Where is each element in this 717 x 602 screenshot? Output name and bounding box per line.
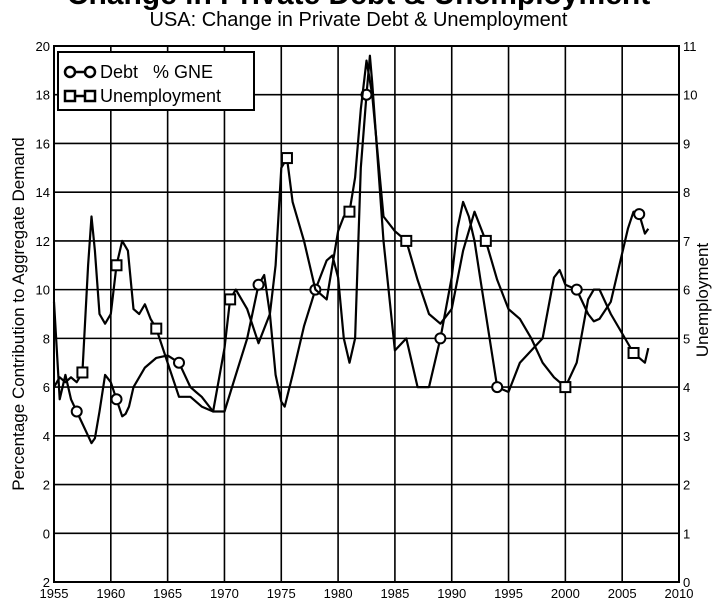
data-point-debt (491, 381, 504, 394)
x-tick-label: 1965 (153, 586, 182, 601)
data-point-debt (70, 405, 83, 418)
plot-frame (53, 45, 680, 583)
y-left-tick-label: 4 (43, 429, 50, 444)
chart-title: Change in Private Debt & Unemployment (0, 0, 717, 12)
data-point-unemployment (280, 152, 293, 165)
x-tick-label: 1985 (380, 586, 409, 601)
data-point-unemployment (76, 366, 89, 379)
y-right-tick-label: 10 (683, 88, 697, 103)
x-tick-label: 2005 (608, 586, 637, 601)
data-point-debt (173, 356, 185, 369)
data-point-unemployment (110, 259, 123, 272)
series-lines (52, 54, 650, 445)
y-right-axis-title: Unemployment (693, 243, 712, 358)
legend: Debt % GNE Unemployment (57, 51, 255, 111)
data-point-debt (110, 393, 123, 406)
y-left-tick-label: 14 (36, 185, 50, 200)
legend-marker-debt (83, 65, 97, 79)
y-left-tick-label: 10 (36, 283, 50, 298)
legend-label-debt: Debt % GNE (100, 62, 213, 82)
y-right-tick-label: 7 (683, 234, 690, 249)
y-right-tick-label: 2 (683, 478, 690, 493)
y-right-tick-label: 3 (683, 429, 690, 444)
y-left-tick-label: 2 (43, 478, 50, 493)
chart-subtitle: USA: Change in Private Debt & Unemployme… (149, 9, 568, 31)
y-left-tick-label: 0 (43, 526, 50, 541)
data-point-debt (633, 208, 646, 221)
x-tick-label: 2010 (665, 586, 694, 601)
y-right-tick-label: 0 (683, 575, 690, 590)
x-tick-label: 1970 (210, 586, 239, 601)
series-line-unemployment (53, 59, 650, 413)
y-left-tick-label: 6 (43, 380, 50, 395)
data-point-unemployment (343, 205, 356, 218)
legend-marker-debt (63, 65, 77, 79)
y-left-tick-label: 20 (36, 39, 50, 54)
series-line-debt (52, 54, 650, 445)
y-left-tick-label: 2 (43, 575, 50, 590)
x-tick-label: 1980 (324, 586, 353, 601)
y-right-tick-label: 4 (683, 380, 690, 395)
legend-marker-unemployment (83, 89, 97, 103)
x-tick-label: 2000 (551, 586, 580, 601)
x-tick-label: 1995 (494, 586, 523, 601)
data-point-unemployment (627, 346, 640, 359)
x-tick-label: 1975 (267, 586, 296, 601)
data-point-unemployment (150, 322, 163, 335)
x-tick-label: 1960 (96, 586, 125, 601)
y-left-tick-label: 8 (43, 331, 50, 346)
y-right-tick-label: 5 (683, 331, 690, 346)
legend-label-unemployment: Unemployment (100, 86, 221, 106)
y-right-tick-label: 6 (683, 283, 690, 298)
y-right-tick-label: 1 (683, 526, 690, 541)
y-left-axis-title: Percentage Contribution to Aggregate Dem… (9, 137, 28, 490)
y-left-tick-label: 16 (36, 136, 50, 151)
y-right-tick-label: 11 (683, 39, 697, 54)
y-right-tick-label: 9 (683, 136, 690, 151)
data-point-unemployment (400, 234, 413, 247)
data-point-debt (434, 332, 447, 345)
data-point-unemployment (479, 234, 492, 247)
y-left-tick-label: 12 (36, 234, 50, 249)
title-area: Change in Private Debt & Unemployment US… (0, 0, 717, 40)
data-point-unemployment (224, 293, 237, 306)
data-point-unemployment (559, 381, 572, 394)
x-tick-label: 1955 (40, 586, 69, 601)
data-point-debt (252, 278, 265, 291)
legend-marker-unemployment (63, 89, 77, 103)
x-tick-label: 1990 (437, 586, 466, 601)
data-point-debt (570, 283, 583, 296)
y-right-tick-label: 8 (683, 185, 690, 200)
y-left-tick-label: 18 (36, 88, 50, 103)
